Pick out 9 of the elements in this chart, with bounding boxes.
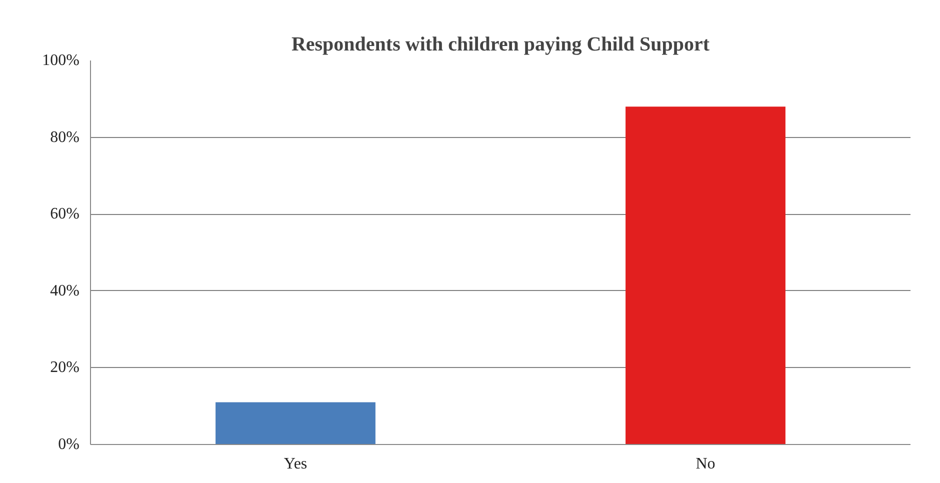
x-tick-label: Yes [284,456,308,472]
y-tick-label: 100% [42,52,80,69]
y-tick-label: 0% [58,436,80,453]
y-tick-label: 80% [50,128,80,146]
y-tick-label: 60% [50,206,80,223]
y-tick-label: 40% [50,282,80,300]
x-tick-label: No [696,456,716,472]
chart-title: Respondents with children paying Child Support [291,34,710,56]
y-tick-label: 20% [50,359,80,376]
